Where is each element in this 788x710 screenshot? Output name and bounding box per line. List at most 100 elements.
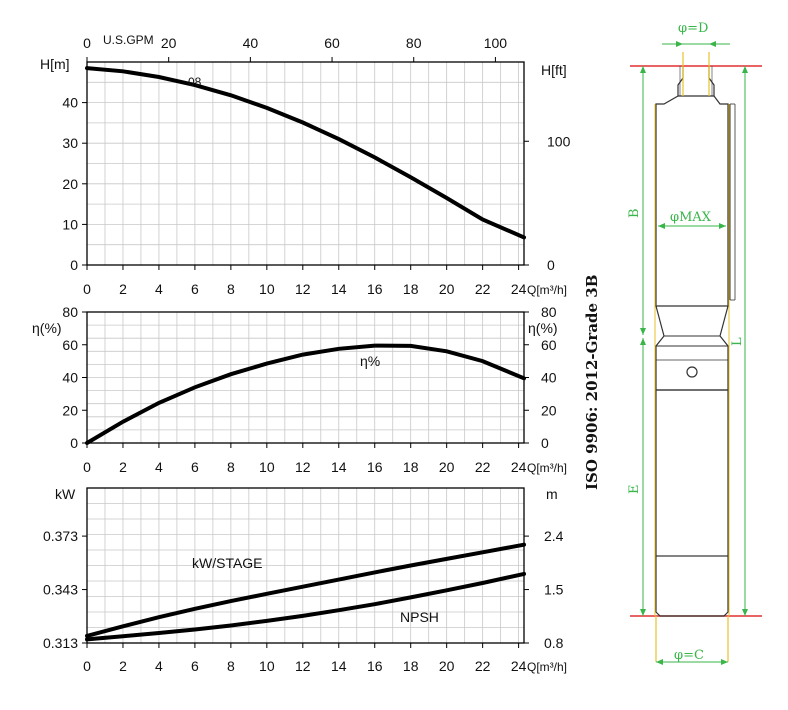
x-tick-label: 4 [155, 658, 163, 674]
x-tick-label: 22 [475, 459, 491, 475]
x-tick-label: 0 [83, 459, 91, 475]
x-tick-label: 8 [227, 658, 235, 674]
series-line-1 [85, 66, 526, 240]
right-tick-label: 0.8 [544, 635, 564, 651]
x-tick-label: 4 [155, 459, 163, 475]
x-tick-label: 12 [295, 459, 311, 475]
top-axis-label: U.S.GPM [103, 33, 154, 47]
x-tick-label: 2 [119, 459, 127, 475]
x-tick-label: 0 [83, 658, 91, 674]
right-tick-label: 40 [541, 370, 557, 386]
right-tick-label: 60 [541, 337, 557, 353]
x-tick-label: 12 [295, 281, 311, 297]
right-tick-label: 1.5 [544, 582, 564, 598]
npsh-right-axis-label: m [546, 486, 558, 502]
top-tick-label: 60 [324, 35, 340, 51]
y-tick-label: 20 [62, 402, 78, 418]
y-tick-label: 10 [62, 216, 78, 232]
head-curve-label: 08 [188, 75, 202, 89]
y-tick-label: 20 [62, 176, 78, 192]
dimension-l-label: L [730, 337, 745, 346]
efficiency-chart: 0 2 4 6 8 10 12 14 16 18 20 22 24020406080020406080 … [32, 304, 567, 475]
outlet-nozzle [677, 66, 715, 97]
x-tick-label: 16 [367, 658, 383, 674]
pump-upper-body [655, 95, 729, 307]
dimension-b-label: B [627, 208, 642, 218]
x-tick-label: 6 [191, 281, 199, 297]
right-tick-label: 0 [547, 257, 555, 273]
right-tick-label: 100 [547, 133, 571, 149]
x-tick-label: 2 [119, 658, 127, 674]
x-tick-label: 14 [331, 658, 347, 674]
head-left-axis-label: H[m] [40, 56, 70, 72]
y-tick-label: 0 [70, 257, 78, 273]
efficiency-curve-label: η% [360, 353, 380, 369]
motor-body [655, 389, 729, 557]
series-line-2 [85, 571, 526, 642]
top-tick-label: 80 [406, 35, 422, 51]
right-tick-label: 80 [541, 304, 557, 320]
right-tick-label: 20 [541, 402, 557, 418]
y-tick-label: 30 [62, 135, 78, 151]
x-tick-label: 10 [259, 459, 275, 475]
x-tick-label: 24 [511, 459, 527, 475]
y-tick-label: 0.343 [43, 582, 78, 598]
top-tick-label: 40 [243, 35, 259, 51]
efficiency-right-axis-label: η(%) [528, 320, 558, 336]
x-tick-label: 6 [191, 459, 199, 475]
y-tick-label: 80 [62, 304, 78, 320]
x-tick-label: 12 [295, 658, 311, 674]
head-x-axis-label: Q[m³/h] [527, 283, 567, 297]
power-npsh-chart: 0 2 4 6 8 10 12 14 16 18 20 22 240.3130.3430.3730.81… [43, 486, 567, 674]
power-x-axis-label: Q[m³/h] [527, 660, 567, 674]
right-tick-label: 0 [541, 435, 549, 451]
right-tick-label: 2.4 [544, 528, 564, 544]
y-tick-label: 60 [62, 337, 78, 353]
x-tick-label: 18 [403, 658, 419, 674]
x-tick-label: 10 [259, 281, 275, 297]
top-tick-label: 0 [83, 35, 91, 51]
x-tick-label: 20 [439, 281, 455, 297]
x-tick-label: 20 [439, 658, 455, 674]
x-tick-label: 10 [259, 658, 275, 674]
motor-base [655, 556, 729, 617]
efficiency-x-axis-label: Q[m³/h] [527, 461, 567, 475]
y-tick-label: 40 [62, 370, 78, 386]
x-tick-label: 16 [367, 459, 383, 475]
x-tick-label: 8 [227, 459, 235, 475]
x-tick-label: 18 [403, 281, 419, 297]
x-tick-label: 4 [155, 281, 163, 297]
power-left-axis-label: kW [55, 486, 76, 502]
x-tick-label: 16 [367, 281, 383, 297]
y-tick-label: 0.373 [43, 528, 78, 544]
dimension-e-label: E [627, 485, 642, 495]
x-tick-label: 20 [439, 459, 455, 475]
x-tick-label: 0 [83, 281, 91, 297]
npsh-curve-label: NPSH [400, 609, 439, 625]
top-tick-label: 100 [484, 35, 508, 51]
x-tick-label: 22 [475, 281, 491, 297]
x-tick-label: 8 [227, 281, 235, 297]
x-tick-label: 18 [403, 459, 419, 475]
dimension-max-label: φMAX [670, 210, 712, 225]
y-tick-label: 40 [62, 95, 78, 111]
dimension-d-label: φ=D [678, 21, 708, 36]
x-tick-label: 14 [331, 281, 347, 297]
x-tick-label: 14 [331, 459, 347, 475]
top-tick-label: 20 [161, 35, 177, 51]
power-curve-label: kW/STAGE [192, 555, 263, 571]
x-tick-label: 6 [191, 658, 199, 674]
efficiency-left-axis-label: η(%) [32, 320, 62, 336]
series-line-1 [85, 542, 526, 638]
x-tick-label: 24 [511, 658, 527, 674]
motor-inlet-hole [686, 366, 698, 378]
y-tick-label: 0 [70, 435, 78, 451]
pump-dimension-drawing: φ=D φMAX φ=C B E L [627, 21, 762, 665]
x-tick-label: 24 [511, 281, 527, 297]
x-tick-label: 2 [119, 281, 127, 297]
x-tick-label: 22 [475, 658, 491, 674]
dimension-c-label: φ=C [674, 648, 704, 663]
power-npsh-chart-frame [86, 487, 525, 644]
